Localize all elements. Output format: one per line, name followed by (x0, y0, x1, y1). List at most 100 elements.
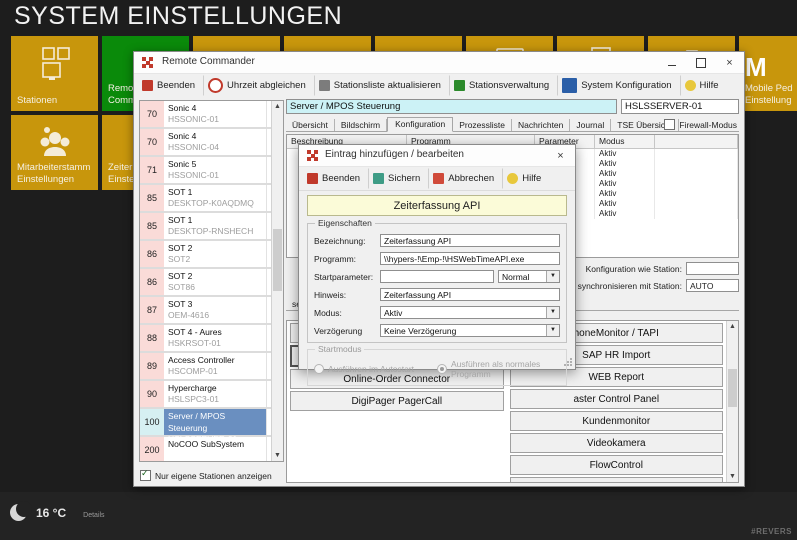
grid-column-header[interactable]: Programm (407, 135, 535, 148)
modus-select[interactable]: Aktiv ▼ (380, 306, 560, 319)
tile-stationen[interactable]: Stationen (11, 36, 98, 111)
firewall-mode-checkbox[interactable]: Firewall-Modus (664, 119, 737, 130)
grid-column-header[interactable]: Modus (595, 135, 655, 148)
tab-journal[interactable]: Journal (570, 119, 612, 131)
tab-bildschirm[interactable]: Bildschirm (335, 119, 388, 131)
station-status-cell (266, 269, 283, 295)
station-list-item[interactable]: 100 Server / MPOS Steuerung HSLSSERVER-01 (140, 409, 283, 444)
station-list-item[interactable]: 85 SOT 1 DESKTOP-K0AQDMQ (140, 185, 283, 213)
startparameter-mode-select[interactable]: Normal ▼ (498, 270, 560, 283)
tab--bersicht[interactable]: Übersicht (286, 119, 335, 131)
station-list-item[interactable]: 71 Sonic 5 HSSONIC-01 (140, 157, 283, 185)
clock-sync-icon (208, 78, 224, 93)
minimize-icon[interactable] (657, 52, 686, 73)
action-button[interactable]: Videokamera (509, 433, 723, 453)
toolbar-uhrzeit-abgleichen[interactable]: Uhrzeit abgleichen (203, 75, 314, 96)
dialog-title: Eintrag hinzufügen / bearbeiten (325, 149, 464, 160)
station-list-item[interactable]: 87 SOT 3 OEM-4616 (140, 297, 283, 325)
startparameter-input[interactable] (380, 270, 494, 283)
toolbar-label: Stationsliste aktualisieren (333, 80, 441, 91)
station-list-item[interactable]: 89 Access Controller HSCOMP-01 (140, 353, 283, 381)
chevron-down-icon[interactable]: ▼ (546, 325, 559, 336)
dialog-hilfe-button[interactable]: Hilfe (502, 168, 549, 189)
radio-icon (437, 364, 447, 374)
station-name: SOT 1 (168, 215, 193, 225)
station-list[interactable]: 70 Sonic 4 HSSONIC-01 70 Sonic 4 HSSONIC-04 71… (139, 100, 284, 462)
tab-tse-bersicht[interactable]: TSE Übersicht (611, 119, 680, 131)
station-list-scrollbar[interactable]: ▲ ▼ (271, 101, 283, 461)
station-status-cell (266, 297, 283, 323)
resize-grip-icon[interactable] (563, 357, 573, 367)
programm-row: Programm: \\hypers-!\Emp-!\HSWebTimeAPI.… (314, 252, 560, 265)
table-cell (535, 159, 595, 169)
grid-column-header[interactable]: Parameter (535, 135, 595, 148)
tile-mitarbeiterstamm[interactable]: Mitarbeiterstamm Einstellungen (11, 115, 98, 190)
filter-own-stations-checkbox[interactable]: Nur eigene Stationen anzeigen (140, 468, 272, 481)
station-name-field[interactable]: Server / MPOS Steuerung (286, 99, 617, 114)
action-panel-scrollbar[interactable]: ▲ ▼ (726, 321, 738, 482)
weather-details-link[interactable]: Details (83, 512, 105, 519)
toolbar-stationsverwaltung[interactable]: Stationsverwaltung (448, 75, 557, 96)
dialog-titlebar[interactable]: Eintrag hinzufügen / bearbeiten × (299, 145, 575, 167)
station-status-cell (266, 185, 283, 211)
hinweis-input[interactable]: Zeiterfassung API (380, 288, 560, 301)
station-hostname: HSCOMP-01 (168, 366, 218, 376)
close-icon[interactable]: × (557, 149, 564, 162)
chevron-down-icon[interactable]: ▼ (546, 307, 559, 318)
scroll-down-icon[interactable]: ▼ (729, 473, 736, 480)
action-button[interactable]: Kundenmonitor (509, 411, 723, 431)
scroll-up-icon[interactable]: ▲ (274, 103, 281, 110)
scroll-up-icon[interactable]: ▲ (729, 323, 736, 330)
taskbar: 16 °C Details #REVERS (0, 492, 797, 540)
station-list-item[interactable]: 86 SOT 2 SOT2 (140, 241, 283, 269)
station-list-item[interactable]: 85 SOT 1 DESKTOP-RNSHECH (140, 213, 283, 241)
action-button[interactable]: DigiPager PagerCall (290, 391, 504, 411)
toolbar-system-konfiguration[interactable]: System Konfiguration (557, 75, 679, 96)
action-button[interactable]: Reservierungen (509, 477, 723, 482)
station-host-field[interactable]: HSLSSERVER-01 (621, 99, 739, 114)
weather-widget[interactable]: 16 °C Details (10, 501, 105, 521)
station-list-item[interactable]: 200 NoCOO SubSystem (140, 437, 283, 461)
tile-mobile-ped[interactable]: M Mobile Ped Einstellung (739, 36, 797, 111)
radio-normal-program[interactable]: Ausführen als normales Programm (437, 359, 560, 379)
toolbar-stationsliste-aktualisieren[interactable]: Stationsliste aktualisieren (313, 75, 449, 96)
exit-icon (142, 80, 153, 91)
scroll-thumb[interactable] (273, 229, 282, 291)
station-number: 70 (140, 101, 164, 127)
window-titlebar[interactable]: Remote Commander × (134, 52, 744, 74)
bezeichnung-input[interactable]: Zeiterfassung API (380, 234, 560, 247)
radio-autostart[interactable]: Ausführen im Autostart (314, 359, 437, 379)
station-list-item[interactable]: 88 SOT 4 - Aures HSKRSOT-01 (140, 325, 283, 353)
time-sync-station-input[interactable]: AUTO (686, 279, 739, 292)
toolbar-hilfe[interactable]: Hilfe (679, 75, 727, 96)
tab-konfiguration[interactable]: Konfiguration (387, 117, 454, 132)
dialog-beenden-button[interactable]: Beenden (302, 168, 368, 189)
dialog-abbrechen-button[interactable]: Abbrechen (428, 168, 502, 189)
tab-prozessliste[interactable]: Prozessliste (453, 119, 513, 131)
station-list-item[interactable]: 70 Sonic 4 HSSONIC-01 (140, 101, 283, 129)
programm-input[interactable]: \\hypers-!\Emp-!\HSWebTimeAPI.exe (380, 252, 560, 265)
scroll-down-icon[interactable]: ▼ (274, 452, 281, 459)
action-button[interactable]: aster Control Panel (509, 389, 723, 409)
station-list-item[interactable]: 70 Sonic 4 HSSONIC-04 (140, 129, 283, 157)
toolbar-label: Beenden (322, 173, 361, 184)
config-like-station-input[interactable] (686, 262, 739, 275)
tab-nachrichten[interactable]: Nachrichten (512, 119, 571, 131)
action-button[interactable]: WEB Report (509, 367, 723, 387)
dialog-sichern-button[interactable]: Sichern (368, 168, 428, 189)
toolbar-label: Sichern (388, 173, 421, 184)
verzoegerung-select[interactable]: Keine Verzögerung ▼ (380, 324, 560, 337)
scroll-thumb[interactable] (728, 369, 737, 407)
toolbar-beenden[interactable]: Beenden (137, 75, 203, 96)
station-list-item[interactable]: 90 Hypercharge HSLSPC3-01 (140, 381, 283, 409)
close-icon[interactable]: × (726, 56, 733, 69)
action-button[interactable]: FlowControl (509, 455, 723, 475)
maximize-icon[interactable] (686, 52, 715, 73)
table-cell (535, 179, 595, 189)
grid-column-header[interactable]: Beschreibung (287, 135, 407, 148)
station-name: Sonic 4 (168, 131, 197, 141)
station-list-item[interactable]: 86 SOT 2 SOT86 (140, 269, 283, 297)
chevron-down-icon[interactable]: ▼ (546, 271, 559, 282)
station-body: SOT 1 DESKTOP-K0AQDMQ (164, 185, 266, 211)
station-number: 85 (140, 185, 164, 211)
